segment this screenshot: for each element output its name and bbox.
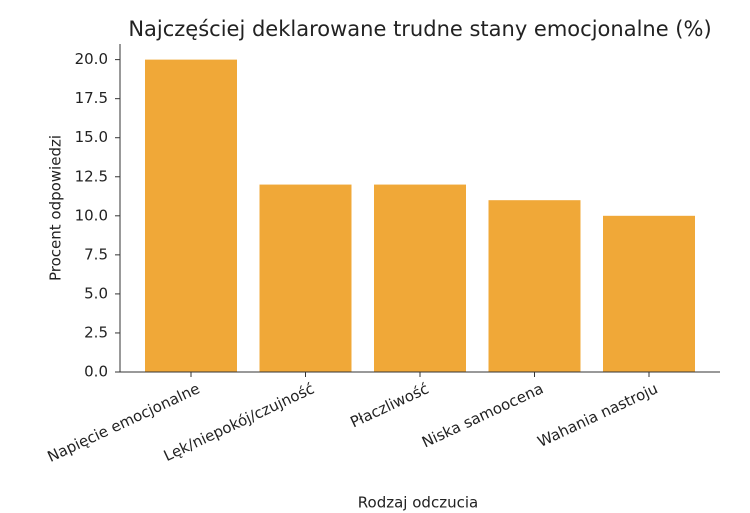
y-tick-label: 15.0 bbox=[75, 128, 108, 146]
y-axis-label: Procent odpowiedzi bbox=[47, 135, 65, 281]
bar bbox=[259, 184, 352, 372]
y-tick-label: 7.5 bbox=[84, 245, 108, 263]
bar bbox=[488, 200, 581, 372]
x-tick-label: Niska samoocena bbox=[419, 379, 546, 451]
x-tick-label: Płaczliwość bbox=[347, 379, 431, 431]
chart-title: Najczęściej deklarowane trudne stany emo… bbox=[128, 17, 711, 41]
y-tick-label: 5.0 bbox=[84, 284, 108, 302]
y-tick-label: 20.0 bbox=[75, 50, 108, 68]
x-tick-label: Wahania nastroju bbox=[535, 379, 661, 450]
bar bbox=[374, 184, 466, 372]
x-axis-label: Rodzaj odczucia bbox=[358, 494, 478, 512]
y-tick-label: 2.5 bbox=[84, 323, 108, 341]
y-tick-label: 10.0 bbox=[75, 206, 108, 224]
bar bbox=[145, 59, 237, 372]
y-tick-label: 17.5 bbox=[75, 89, 108, 107]
bar bbox=[603, 215, 695, 372]
y-tick-label: 0.0 bbox=[84, 363, 108, 381]
y-tick-label: 12.5 bbox=[75, 167, 108, 185]
